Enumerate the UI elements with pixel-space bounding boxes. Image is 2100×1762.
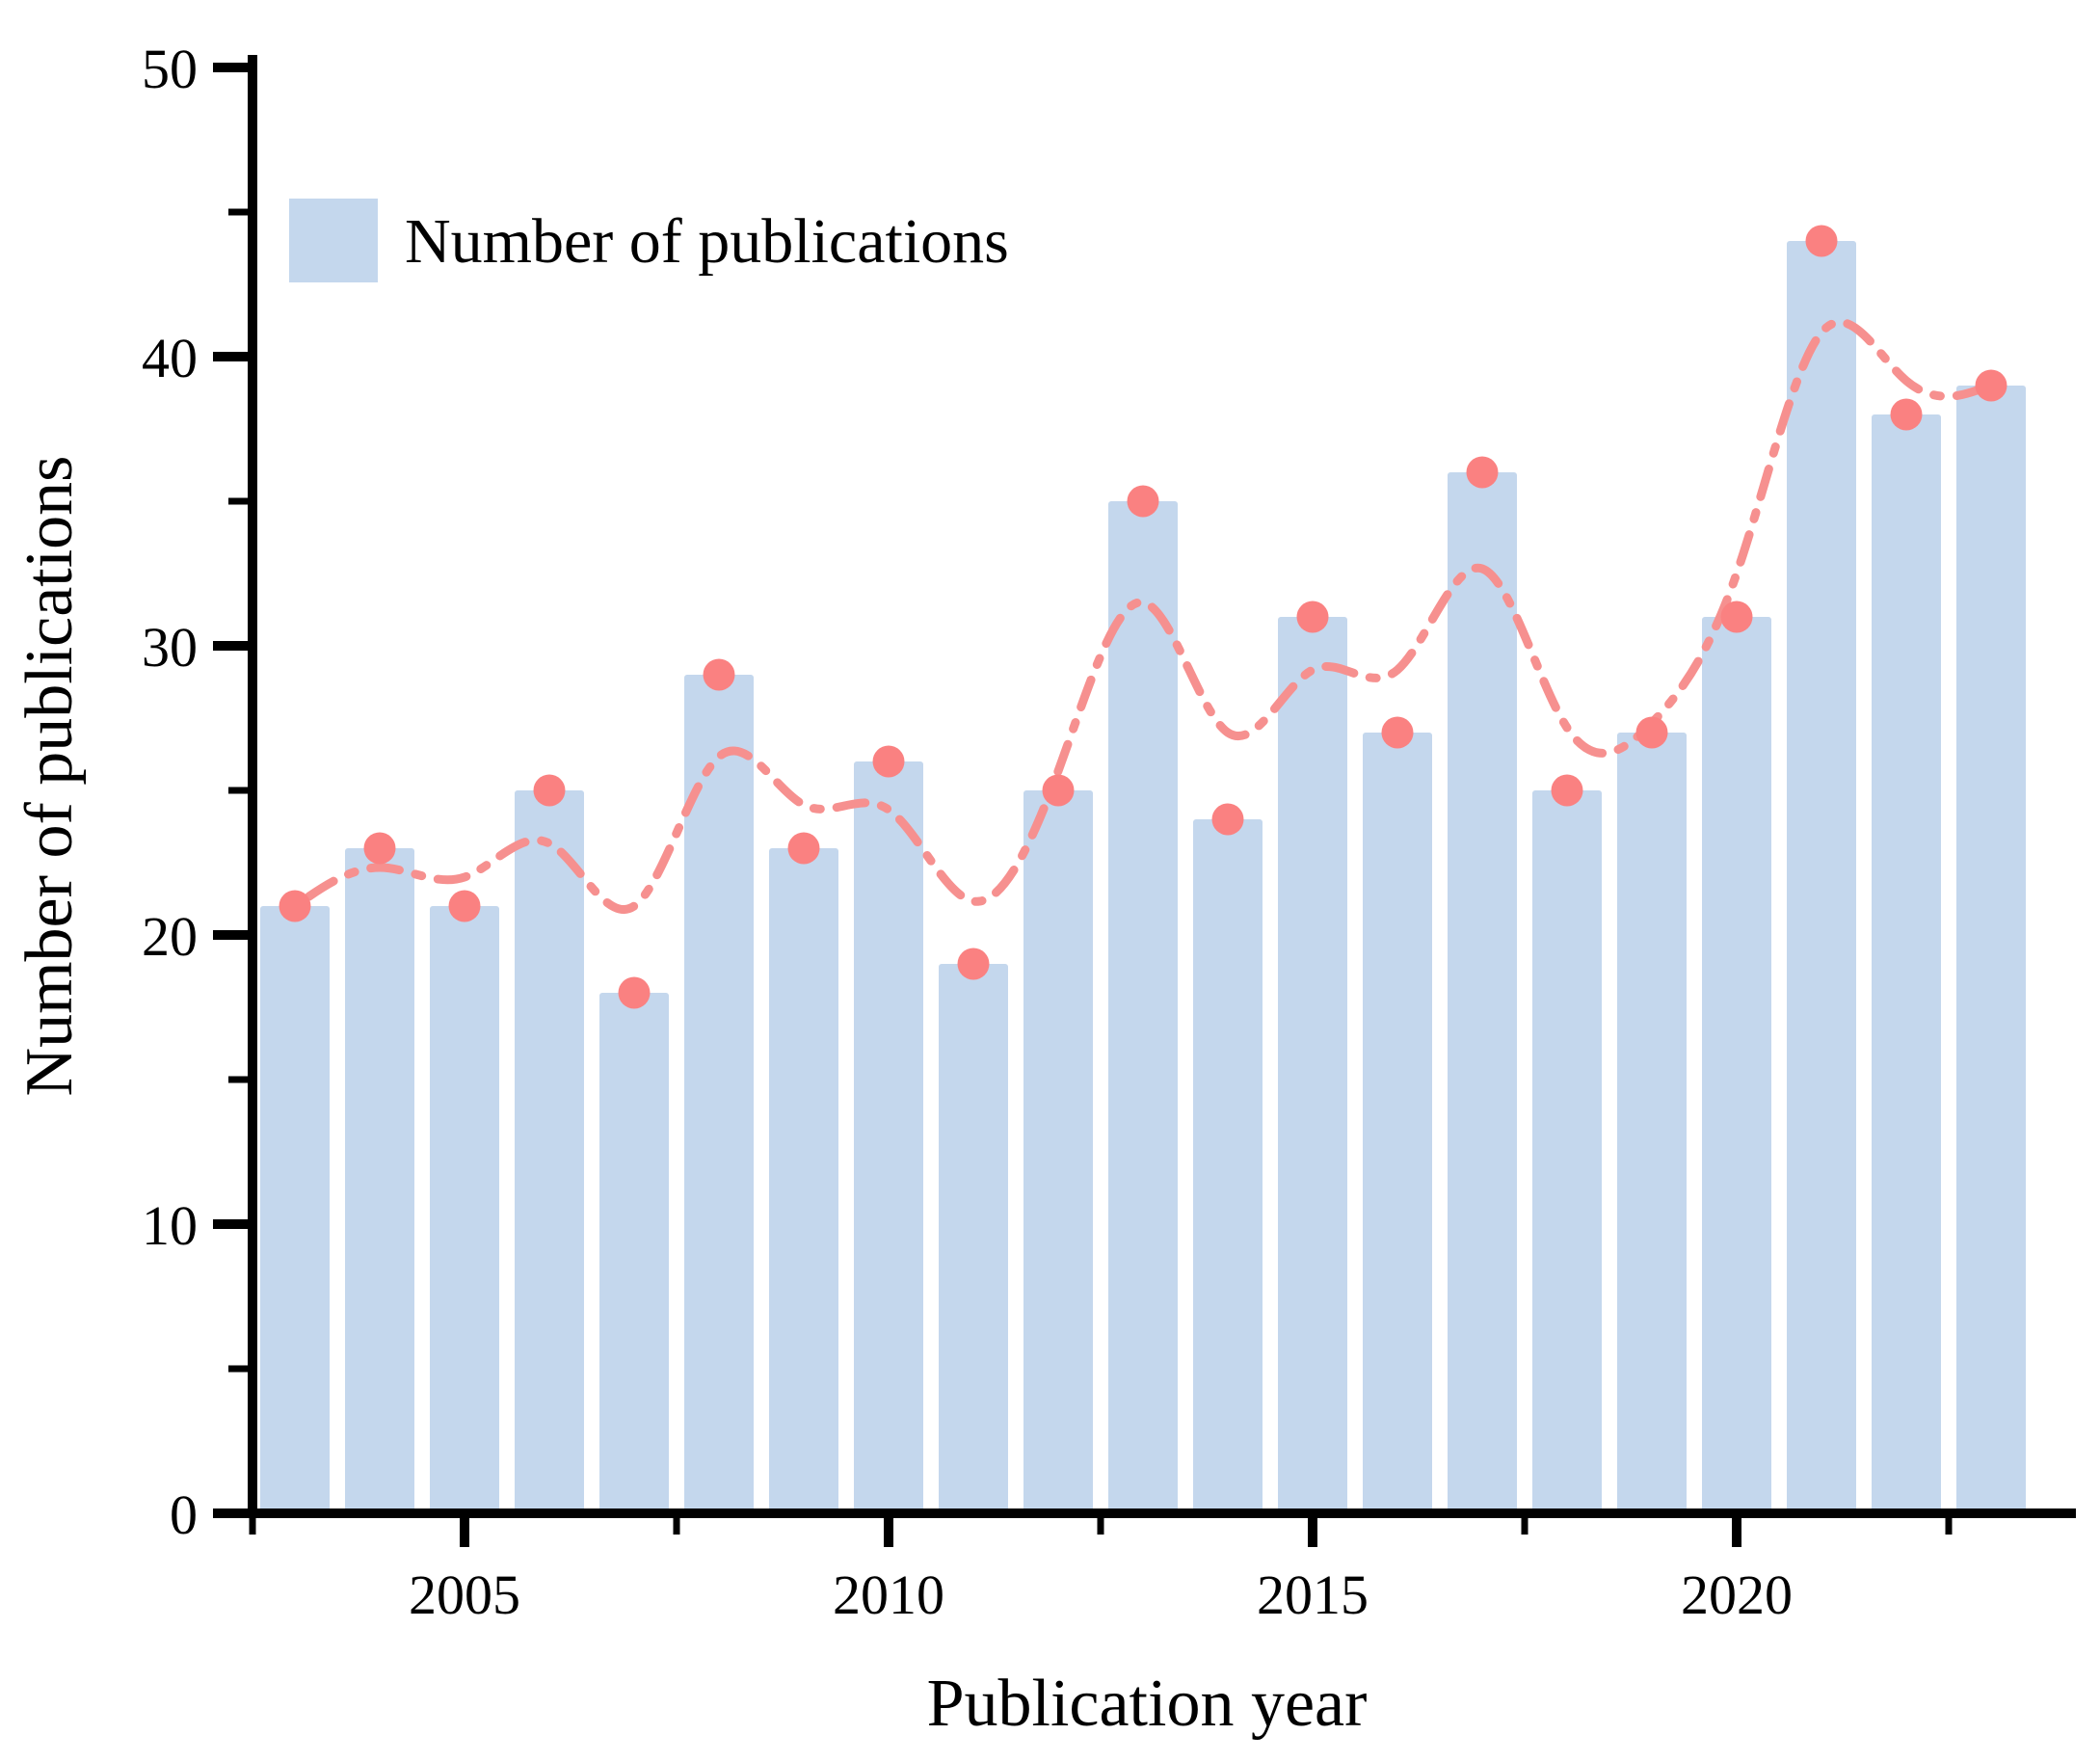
y-tick-label-10: 10: [142, 1194, 198, 1257]
legend-swatch: [289, 199, 378, 282]
bar-2010: [854, 761, 923, 1513]
x-tick-label-2015: 2015: [1257, 1563, 1369, 1626]
bar-2014: [1193, 819, 1263, 1513]
axes-group: [248, 55, 2076, 1518]
data-point-2011: [957, 948, 990, 980]
x-tick-label-2010: 2010: [833, 1563, 944, 1626]
data-point-2007: [618, 976, 651, 1009]
bar-2020: [1702, 617, 1771, 1513]
x-tick-label-2020: 2020: [1681, 1563, 1793, 1626]
data-point-2023: [1975, 369, 2007, 402]
bar-2023: [1956, 386, 2026, 1513]
bar-2011: [939, 964, 1008, 1513]
bar-2013: [1108, 501, 1178, 1513]
data-point-markers-group: [279, 225, 2007, 1009]
legend-label: Number of publications: [405, 206, 1009, 277]
y-tick-label-0: 0: [170, 1483, 198, 1546]
bars-group: [260, 241, 2026, 1513]
bar-2003: [260, 906, 330, 1513]
data-point-2009: [787, 832, 820, 865]
bar-2008: [684, 675, 754, 1513]
bar-2017: [1448, 472, 1517, 1513]
data-point-2012: [1042, 774, 1075, 807]
data-point-2006: [533, 774, 566, 807]
data-point-2015: [1296, 601, 1329, 633]
legend: Number of publications: [289, 199, 1009, 282]
data-point-2021: [1805, 225, 1838, 257]
bar-2018: [1532, 790, 1602, 1513]
data-point-2010: [872, 745, 905, 778]
data-point-2005: [448, 890, 481, 922]
bar-2019: [1617, 733, 1687, 1513]
data-point-2003: [279, 890, 311, 922]
data-point-2017: [1466, 456, 1499, 489]
y-tick-label-40: 40: [142, 327, 198, 389]
data-point-2018: [1551, 774, 1583, 807]
bar-2006: [515, 790, 584, 1513]
bar-2012: [1023, 790, 1093, 1513]
y-tick-label-20: 20: [142, 905, 198, 968]
bar-2016: [1363, 733, 1432, 1513]
data-point-2014: [1211, 803, 1244, 836]
data-point-2008: [703, 658, 735, 691]
data-point-2022: [1890, 398, 1923, 431]
y-tick-label-50: 50: [142, 38, 198, 100]
x-axis-title: Publication year: [927, 1667, 1368, 1741]
bar-2022: [1872, 414, 1941, 1513]
y-axis-title: Number of publications: [13, 456, 87, 1097]
bar-2021: [1787, 241, 1856, 1513]
data-point-2004: [363, 832, 396, 865]
x-tick-label-2005: 2005: [409, 1563, 520, 1626]
data-point-2020: [1720, 601, 1753, 633]
data-point-2013: [1127, 485, 1159, 518]
data-point-2016: [1381, 716, 1414, 749]
bar-2004: [345, 848, 414, 1513]
y-tick-label-30: 30: [142, 616, 198, 679]
bar-2015: [1278, 617, 1347, 1513]
bar-2007: [599, 993, 669, 1513]
tick-labels-group: 0 10 20 30 40 50 2005 2010 2015 2020: [142, 38, 1793, 1626]
bar-2009: [769, 848, 838, 1513]
data-point-2019: [1635, 716, 1668, 749]
ticks-group: [213, 63, 1953, 1547]
bar-2005: [430, 906, 499, 1513]
